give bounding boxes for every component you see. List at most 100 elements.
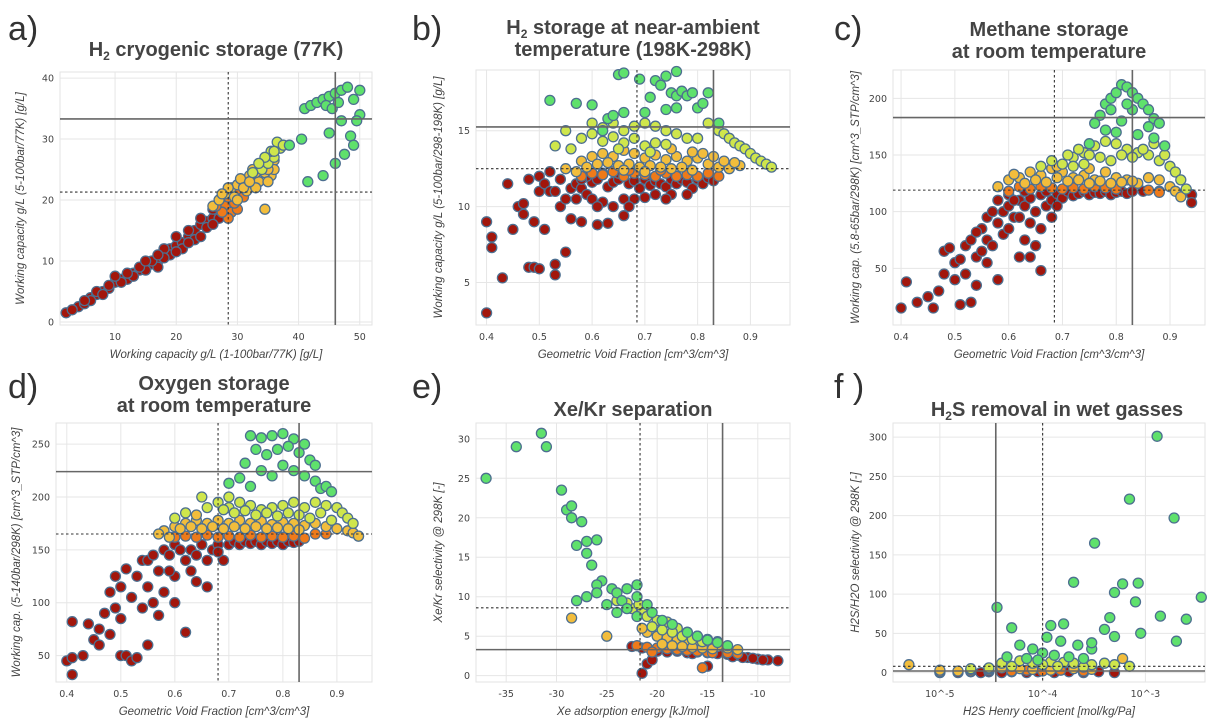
data-point-yellow-green [1115, 149, 1128, 161]
data-point-green [555, 484, 568, 496]
data-point-yellow-green [612, 143, 625, 155]
data-point-green [283, 139, 296, 151]
panel-label: e) [412, 368, 442, 406]
data-point-yellow-orange [231, 194, 244, 206]
data-point-yellow-green [618, 125, 630, 137]
data-point-green [1077, 652, 1090, 665]
data-point-yellow-orange [1094, 175, 1106, 187]
data-point-dark-red [602, 217, 614, 229]
panel-label: c) [834, 10, 862, 48]
data-point-green [1083, 138, 1095, 150]
y-axis-label: H2S/H2O selectivity @ 298K [-] [850, 471, 862, 632]
data-point-orange [1153, 186, 1165, 199]
data-point-dark-red [538, 178, 551, 190]
data-point-yellow-orange [239, 523, 251, 535]
title-text: at room temperature [117, 395, 312, 417]
data-point-green [277, 459, 289, 471]
data-point-yellow-orange [718, 155, 730, 167]
data-point-green [597, 125, 609, 137]
data-point-green [607, 109, 619, 122]
data-point-dark-red [976, 245, 988, 257]
data-point-yellow-green [347, 517, 359, 530]
x-tick-label: 0.7 [1055, 332, 1070, 343]
data-point-yellow-green [1062, 149, 1074, 161]
data-point-dark-red [949, 274, 961, 286]
data-point-yellow-orange [570, 166, 582, 178]
data-point-dark-red [986, 240, 999, 252]
title-text: cryogenic storage (77K) [110, 39, 343, 61]
data-point-yellow-green [1083, 149, 1095, 161]
data-point-orange [1056, 183, 1069, 195]
data-point-dark-red [607, 200, 619, 213]
data-point-dark-red [179, 554, 192, 567]
data-point-yellow-orange [152, 528, 165, 540]
data-point-dark-red [120, 563, 132, 575]
y-tick-label: 20 [458, 513, 470, 524]
data-point-yellow-orange [352, 530, 365, 542]
data-point-yellow-green [268, 145, 280, 157]
data-point-green [277, 427, 289, 440]
data-point-dark-red [636, 667, 648, 679]
x-tick-label: 0.8 [275, 689, 290, 700]
data-point-green [338, 148, 351, 160]
data-point-green [1108, 586, 1121, 599]
title-text: S removal in wet gasses [952, 399, 1183, 421]
data-point-dark-red [533, 170, 545, 182]
data-point-dark-red [502, 178, 514, 190]
data-point-green [1132, 577, 1144, 589]
data-point-yellow-green [607, 131, 619, 143]
data-point-yellow-green [1099, 135, 1112, 148]
data-point-yellow-green [1175, 174, 1187, 186]
chart-panel-a: 10 20 30 40 50 0 10 20 30 40 a) H2 cryogenic storag… [8, 10, 373, 361]
data-point-green [1006, 622, 1018, 634]
data-point-dark-red [139, 255, 152, 267]
y-tick-label: 250 [869, 472, 887, 483]
x-axis-label: Geometric Void Fraction [cm^3/cm^3] [538, 349, 729, 361]
data-point-green [616, 595, 628, 607]
data-point-green [631, 579, 643, 591]
data-point-green [646, 606, 658, 619]
data-point-yellow-orange [262, 176, 274, 188]
data-point-dark-red [109, 270, 121, 282]
data-point-yellow-orange [903, 659, 915, 671]
data-point-green [341, 81, 354, 93]
chart-panel-f: 10^-5 10^-4 10^-3 0 50 100 150 200 250 300 f ) H2S … [834, 368, 1207, 718]
x-tick-label: 40 [293, 332, 305, 343]
data-point-dark-red [1024, 251, 1036, 263]
data-point-yellow-green [320, 499, 332, 512]
data-point-green [570, 539, 583, 552]
data-point-yellow-green [277, 499, 289, 512]
data-point-dark-red [125, 591, 138, 604]
data-point-orange [696, 662, 709, 674]
data-point-green [611, 606, 623, 619]
title-text: H [506, 17, 520, 39]
data-point-dark-red [970, 226, 983, 238]
data-point-green [239, 457, 251, 469]
data-point-green [1086, 637, 1098, 649]
data-point-dark-red [115, 581, 127, 593]
x-tick-label: 30 [231, 332, 243, 343]
data-point-dark-red [938, 268, 950, 280]
data-point-green [540, 441, 553, 453]
data-point-green [565, 512, 578, 524]
data-point-yellow-green [201, 501, 213, 514]
data-point-yellow-orange [636, 622, 648, 634]
data-point-green [670, 102, 683, 114]
data-point-yellow-green [628, 132, 640, 144]
data-point-yellow-orange [163, 531, 176, 543]
y-axis-label: Working capacity g/L (5-100bar/77K) [g/L… [15, 91, 27, 304]
data-point-green [1142, 121, 1155, 133]
data-point-yellow-green [234, 496, 246, 508]
data-point-dark-red [523, 173, 535, 185]
data-point-dark-red [1013, 211, 1026, 223]
data-point-yellow-green [670, 128, 683, 140]
y-tick-label: 10 [42, 256, 54, 267]
data-point-yellow-orange [216, 188, 228, 200]
data-point-yellow-orange [1024, 166, 1036, 178]
data-point-green [641, 598, 653, 611]
title-text: storage at near-ambient [527, 17, 760, 39]
data-point-dark-red [170, 246, 182, 258]
x-tick-label: -20 [649, 689, 665, 700]
data-point-green [655, 79, 667, 91]
data-point-dark-red [575, 216, 588, 228]
